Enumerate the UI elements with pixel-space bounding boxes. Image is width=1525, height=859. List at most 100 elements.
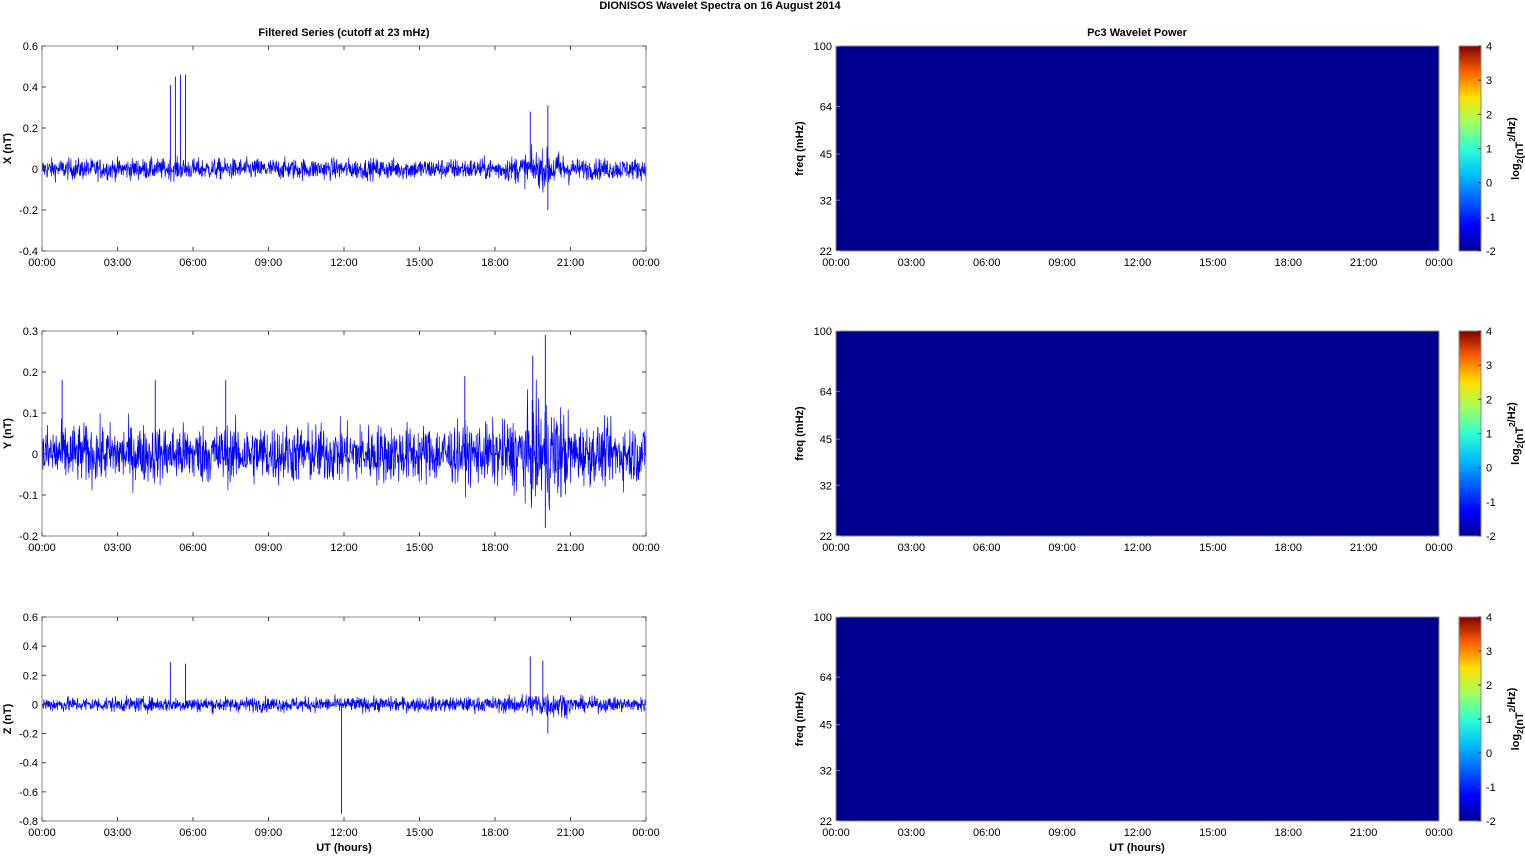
x-tick-label: 06:00 [179,542,207,554]
x-tick-label: 00:00 [1425,257,1453,269]
colorbar-label-part: 2 [1508,137,1517,142]
colorbar-label: log2(nT2/Hz) [1506,117,1525,180]
colorbar-tick-label: -2 [1486,816,1496,828]
y-tick-label: 22 [820,246,832,258]
x-tick-label: 18:00 [481,542,509,554]
x-tick-label: 18:00 [1274,542,1302,554]
y-tick-label: 100 [814,326,832,338]
colorbar-label-part: log [1510,734,1522,751]
x-tick-label: 00:00 [28,827,56,839]
y-tick-label: 32 [820,480,832,492]
x-tick-label: 00:00 [632,827,660,839]
y-tick-label: -0.2 [19,205,38,217]
colorbar-label-part: /Hz) [1506,117,1518,138]
y-tick-label: 0 [32,699,38,711]
x-tick-label: 03:00 [898,827,926,839]
y-tick-label: -0.6 [19,787,38,799]
colorbar-tick-label: 0 [1486,178,1492,190]
y-tick-label: 0.2 [23,670,38,682]
x-axis-label-left: UT (hours) [316,842,372,854]
colorbar-label-part: /Hz) [1506,687,1518,708]
y-tick-label: -0.4 [19,246,38,258]
x-tick-label: 18:00 [1274,827,1302,839]
colorbar-tick-label: 1 [1486,714,1492,726]
y-axis-label: Z (nT) [2,703,14,734]
colorbar-label-part: 2 [1508,422,1517,427]
y-tick-label: -0.1 [19,490,38,502]
x-tick-label: 06:00 [179,827,207,839]
filtered-series-z: -0.8 -0.6 -0.4 -0.2 0 0.2 0.4 0.6 00:00 03:00 06:0… [2,612,660,839]
x-tick-label: 03:00 [898,257,926,269]
y-tick-label: -0.2 [19,729,38,741]
filtered-series-x: -0.4 -0.2 0 0.2 0.4 0.6 00:00 03:00 06:00 09:00 12… [2,41,660,269]
x-tick-label: 00:00 [28,542,56,554]
colorbar-tick-label: -1 [1486,782,1496,794]
colorbar-tick-label: 3 [1486,75,1492,87]
y-tick-label: 0.6 [23,41,38,53]
x-tick-label: 09:00 [255,542,283,554]
x-tick-label: 09:00 [1048,827,1076,839]
series-line [41,144,647,193]
axes-frame [835,616,1440,822]
x-tick-label: 03:00 [104,542,132,554]
colorbar-tick-label: 4 [1486,41,1492,53]
right-column-title: Pc3 Wavelet Power [1087,27,1188,39]
heatmap-fill [836,46,1439,251]
figure-title: DIONISOS Wavelet Spectra on 16 August 20… [599,0,841,12]
colorbar-label: log2(nT2/Hz) [1506,687,1525,750]
y-tick-label: 0 [32,164,38,176]
y-tick-label: 0.2 [23,367,38,379]
x-tick-label: 15:00 [406,542,434,554]
left-column-title: Filtered Series (cutoff at 23 mHz) [258,27,429,39]
y-tick-label: -0.8 [19,816,38,828]
y-tick-label: -0.2 [19,531,38,543]
colorbar-label-part: /Hz) [1506,402,1518,423]
heatmap-fill [836,331,1439,536]
colorbar-label: log2(nT2/Hz) [1506,402,1525,465]
axes-frame [835,45,1440,252]
y-tick-label: 0.4 [23,641,38,653]
colorbar-tick-label: 3 [1486,646,1492,658]
y-tick-label: 22 [820,816,832,828]
colorbar-label-part: (nT [1514,712,1525,729]
colorbar-tick-label: 1 [1486,429,1492,441]
colorbar-tick-label: 2 [1486,680,1492,692]
x-tick-label: 21:00 [557,257,585,269]
colorbar-label-part: (nT [1514,427,1525,444]
x-tick-label: 00:00 [632,542,660,554]
y-tick-label: 64 [820,672,832,684]
colorbar-label-part: 2 [1516,729,1525,734]
x-tick-label: 18:00 [481,827,509,839]
y-tick-label: 45 [820,434,832,446]
colorbar-tick-label: 2 [1486,109,1492,121]
x-tick-label: 00:00 [822,827,850,839]
x-tick-label: 00:00 [1425,542,1453,554]
x-tick-label: 12:00 [1124,257,1152,269]
y-tick-label: 0.6 [23,612,38,624]
y-tick-label: 32 [820,195,832,207]
y-tick-label: -0.4 [19,758,38,770]
plot-area [42,617,646,821]
filtered-series-y: -0.2 -0.1 0 0.1 0.2 0.3 00:00 03:00 06:00 09:00 12… [2,326,660,554]
colorbar-label-part: 2 [1508,707,1517,712]
series-line [41,693,647,720]
x-tick-label: 15:00 [406,827,434,839]
x-tick-label: 15:00 [1199,542,1227,554]
x-tick-label: 21:00 [1350,542,1378,554]
colorbar-tick-label: -1 [1486,212,1496,224]
x-tick-label: 06:00 [179,257,207,269]
x-tick-label: 09:00 [255,827,283,839]
x-tick-label: 21:00 [1350,827,1378,839]
x-tick-label: 03:00 [104,257,132,269]
colorbar-tick-label: 0 [1486,748,1492,760]
y-axis-label: freq (mHz) [794,691,806,746]
plot-area [42,46,646,251]
y-axis-label: freq (mHz) [794,406,806,461]
y-tick-label: 0.1 [23,408,38,420]
x-tick-label: 15:00 [406,257,434,269]
x-tick-label: 12:00 [330,542,358,554]
x-tick-label: 21:00 [1350,257,1378,269]
colorbar-label-part: 2 [1516,158,1525,163]
axes-frame [835,330,1440,537]
